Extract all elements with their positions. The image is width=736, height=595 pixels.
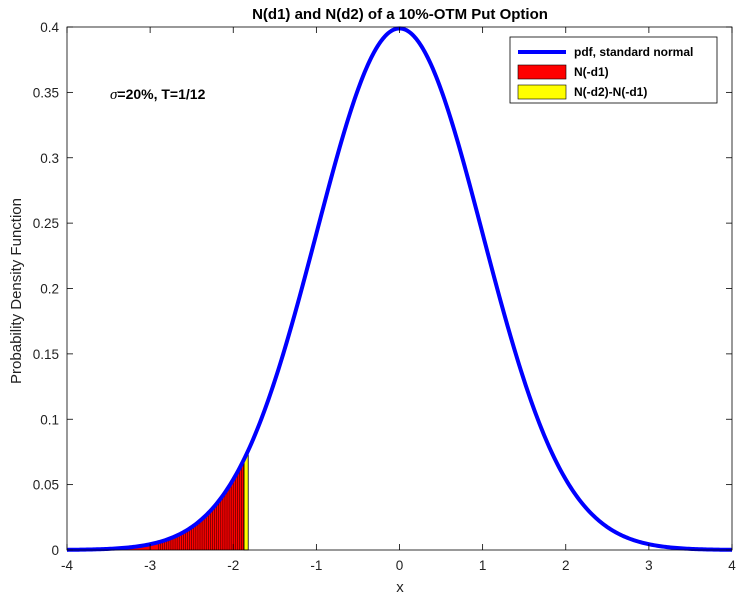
- legend-label: N(-d2)-N(-d1): [574, 85, 647, 99]
- chart-title: N(d1) and N(d2) of a 10%-OTM Put Option: [252, 6, 548, 23]
- x-tick-label: -4: [61, 558, 73, 573]
- x-tick-label: 1: [479, 558, 487, 573]
- annotation-params: =20%, T=1/12: [117, 86, 205, 102]
- y-tick-label: 0.1: [40, 412, 59, 427]
- y-tick-label: 0.05: [33, 478, 59, 493]
- x-tick-label: -1: [310, 558, 322, 573]
- legend: pdf, standard normal N(-d1) N(-d2)-N(-d1): [509, 36, 718, 104]
- y-tick-label: 0.15: [33, 347, 59, 362]
- y-tick-label: 0.2: [40, 282, 59, 297]
- x-tick-label: -2: [227, 558, 239, 573]
- y-tick-label: 0.35: [33, 85, 59, 100]
- sigma-symbol: σ: [110, 87, 118, 103]
- annotation-text: σ=20%, T=1/12: [110, 86, 206, 103]
- legend-swatch-n-minus-d2: [517, 84, 567, 100]
- y-tick-label: 0.4: [40, 20, 59, 35]
- x-axis-label: x: [396, 579, 404, 595]
- y-axis-label: Probability Density Function: [8, 198, 25, 384]
- area-hatch: [158, 460, 244, 550]
- y-tick-label: 0: [51, 543, 59, 558]
- legend-label: pdf, standard normal: [574, 45, 693, 59]
- x-tick-label: 3: [645, 558, 653, 573]
- x-tick-label: -3: [144, 558, 156, 573]
- area-n-minus-d2-minus-n-minus-d1: [243, 450, 249, 551]
- x-tick-label: 2: [562, 558, 570, 573]
- y-tick-label: 0.25: [33, 216, 59, 231]
- plot-area: [66, 26, 733, 552]
- y-tick-label: 0.3: [40, 151, 59, 166]
- x-tick-label: 0: [396, 558, 404, 573]
- legend-label: N(-d1): [574, 65, 609, 79]
- x-tick-label: 4: [728, 558, 736, 573]
- legend-swatch-n-minus-d1: [517, 64, 567, 80]
